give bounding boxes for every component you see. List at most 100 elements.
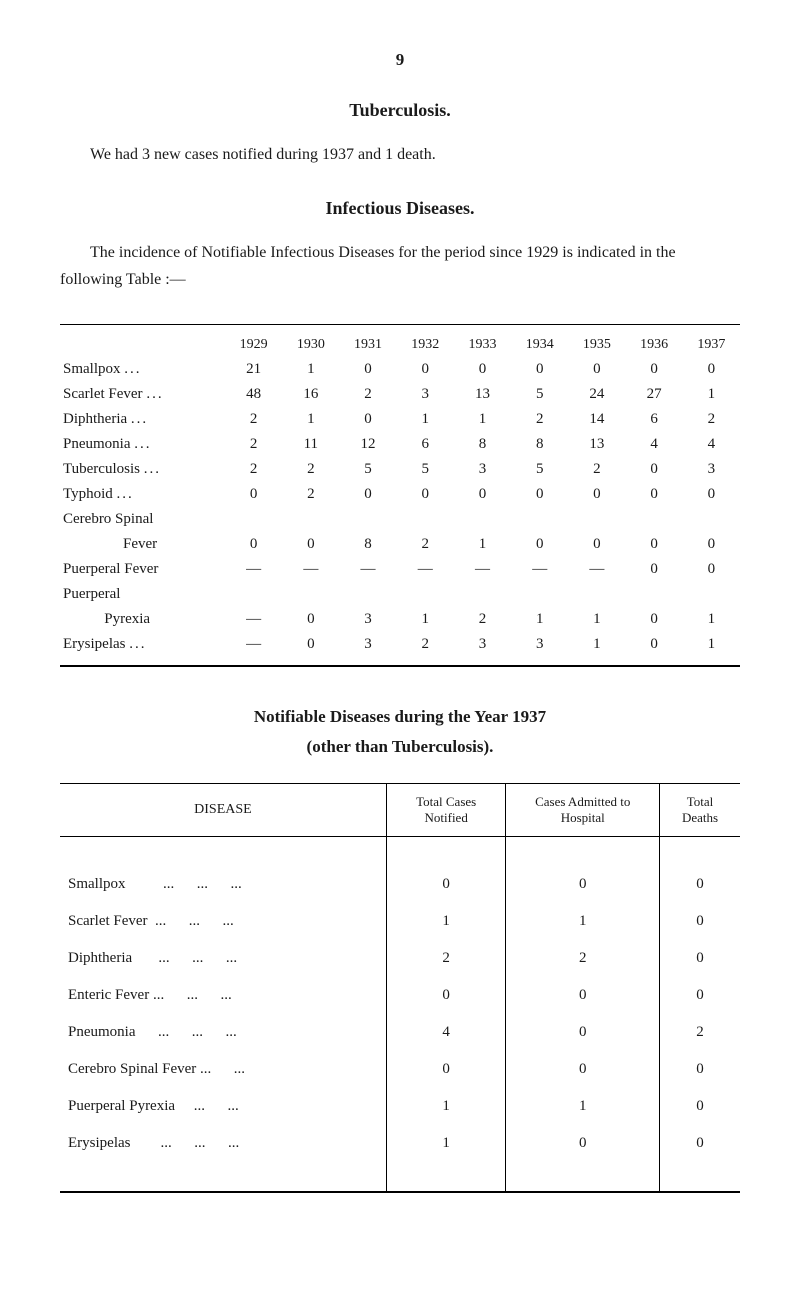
table1-cell: 2 xyxy=(683,407,740,432)
table1-year-header: 1936 xyxy=(626,333,683,357)
table1-cell xyxy=(397,582,454,607)
table1-cell: 3 xyxy=(397,382,454,407)
table1-cell: 2 xyxy=(225,407,282,432)
table1-cell: 0 xyxy=(282,532,339,557)
table1-cell xyxy=(626,507,683,532)
table1-cell: 27 xyxy=(626,382,683,407)
table1-row-label: Diphtheria ... xyxy=(60,407,225,432)
table1-cell: 13 xyxy=(454,382,511,407)
table2-spacer xyxy=(506,1162,660,1192)
table2-row-label: Smallpox ... ... ... xyxy=(60,866,386,903)
table2-cell: 0 xyxy=(660,903,740,940)
table2-cell: 0 xyxy=(660,866,740,903)
table1-cell: 4 xyxy=(683,432,740,457)
table1-cell: 0 xyxy=(568,532,625,557)
table1-cell: 2 xyxy=(282,457,339,482)
table2-row-label: Cerebro Spinal Fever ... ... xyxy=(60,1051,386,1088)
table1-row-label: Smallpox ... xyxy=(60,357,225,382)
table1-cell: 3 xyxy=(683,457,740,482)
table2-row-label: Scarlet Fever ... ... ... xyxy=(60,903,386,940)
table1-cell: 0 xyxy=(683,482,740,507)
table1-cell: 0 xyxy=(568,482,625,507)
table1-cell: 1 xyxy=(683,632,740,657)
table1-year-header: 1929 xyxy=(225,333,282,357)
section-title-notifiable: Notifiable Diseases during the Year 1937… xyxy=(60,702,740,763)
table1-cell: 0 xyxy=(626,482,683,507)
table2-cell: 1 xyxy=(506,903,660,940)
table1-cell: 1 xyxy=(454,532,511,557)
table1-row-label: Pyrexia xyxy=(60,607,225,632)
table1-cell xyxy=(454,507,511,532)
table1-year-header: 1935 xyxy=(568,333,625,357)
table2-cell: 0 xyxy=(660,977,740,1014)
table2-cell: 0 xyxy=(660,940,740,977)
table1-cell: 24 xyxy=(568,382,625,407)
table1-cell xyxy=(339,582,396,607)
table2-spacer xyxy=(60,836,386,866)
table2-row-label: Puerperal Pyrexia ... ... xyxy=(60,1088,386,1125)
table2-cell: 0 xyxy=(506,977,660,1014)
table1-row-label: Puerperal Fever xyxy=(60,557,225,582)
table1-cell xyxy=(511,582,568,607)
table2-header: Total Deaths xyxy=(660,783,740,836)
table2-cell: 1 xyxy=(386,1088,506,1125)
table1-cell: 2 xyxy=(282,482,339,507)
table1-cell: 6 xyxy=(626,407,683,432)
table1-cell: 2 xyxy=(568,457,625,482)
table1-cell xyxy=(454,582,511,607)
table1-cell: — xyxy=(225,607,282,632)
infectious-paragraph: The incidence of Notifiable Infectious D… xyxy=(60,239,740,293)
table1-cell: 2 xyxy=(397,532,454,557)
table1-row-label: Scarlet Fever ... xyxy=(60,382,225,407)
table2-cell: 0 xyxy=(386,977,506,1014)
table1-cell: 2 xyxy=(225,457,282,482)
page-number: 9 xyxy=(60,50,740,70)
table1-cell: 0 xyxy=(626,357,683,382)
table1-cell xyxy=(568,582,625,607)
table1-cell: 0 xyxy=(282,632,339,657)
table1-cell: 0 xyxy=(511,357,568,382)
table1-cell: 0 xyxy=(683,532,740,557)
table2-row-label: Erysipelas ... ... ... xyxy=(60,1125,386,1162)
table1-cell: 0 xyxy=(626,607,683,632)
section-title-infectious: Infectious Diseases. xyxy=(60,198,740,219)
table2-spacer xyxy=(386,1162,506,1192)
notifiable-title-line1: Notifiable Diseases during the Year 1937 xyxy=(254,707,546,726)
table1-cell: 1 xyxy=(454,407,511,432)
table1-row-label: Fever xyxy=(60,532,225,557)
table1-year-header: 1932 xyxy=(397,333,454,357)
table1-cell xyxy=(511,507,568,532)
table1-row-label: Cerebro Spinal xyxy=(60,507,225,532)
table2-row-label: Enteric Fever ... ... ... xyxy=(60,977,386,1014)
table1-cell: 14 xyxy=(568,407,625,432)
table1-cell: — xyxy=(511,557,568,582)
table1-cell: 0 xyxy=(626,632,683,657)
table1-cell: 2 xyxy=(454,607,511,632)
table1-cell: 1 xyxy=(568,607,625,632)
table1-cell: — xyxy=(339,557,396,582)
table1-cell: — xyxy=(397,557,454,582)
table1-cell: 0 xyxy=(339,357,396,382)
table1-cell: 3 xyxy=(511,632,568,657)
table1-year-header: 1933 xyxy=(454,333,511,357)
incidence-table: 192919301931193219331934193519361937Smal… xyxy=(60,333,740,657)
table2-header: DISEASE xyxy=(60,783,386,836)
table2-row-label: Pneumonia ... ... ... xyxy=(60,1014,386,1051)
table2-cell: 0 xyxy=(660,1125,740,1162)
notifiable-title-line2: (other than Tuberculosis). xyxy=(307,737,494,756)
table1-cell: 5 xyxy=(511,382,568,407)
table1-cell: 0 xyxy=(225,482,282,507)
table1-cell: 13 xyxy=(568,432,625,457)
table2-cell: 0 xyxy=(506,1014,660,1051)
table2-cell: 4 xyxy=(386,1014,506,1051)
table1-cell: 1 xyxy=(568,632,625,657)
table1-cell: 0 xyxy=(683,557,740,582)
table1-year-header: 1930 xyxy=(282,333,339,357)
table1-row-label: Tuberculosis ... xyxy=(60,457,225,482)
table1-cell: 16 xyxy=(282,382,339,407)
table1-cell: — xyxy=(568,557,625,582)
section-title-tuberculosis: Tuberculosis. xyxy=(60,100,740,121)
table1-cell: 3 xyxy=(339,607,396,632)
table2-spacer xyxy=(660,1162,740,1192)
table1-year-header: 1934 xyxy=(511,333,568,357)
